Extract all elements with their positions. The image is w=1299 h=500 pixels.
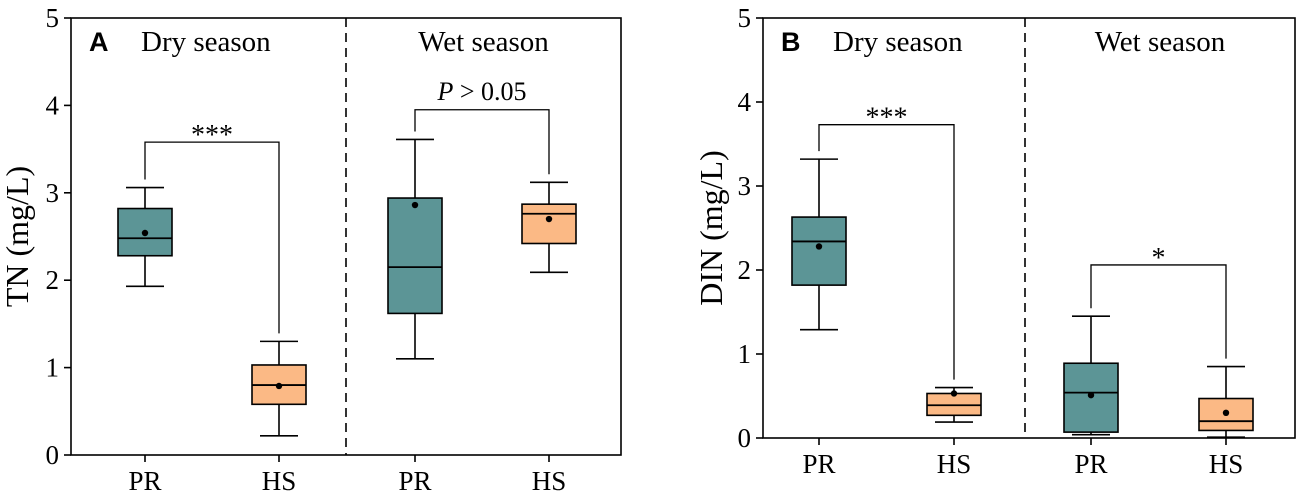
significance-p-symbol: P	[436, 77, 453, 106]
box-pr	[387, 138, 443, 360]
season-group: Dry season ***	[117, 26, 307, 437]
season-title: Wet season	[1095, 26, 1226, 58]
box-iqr	[387, 197, 443, 315]
y-tick-label: 0	[738, 423, 752, 453]
mean-point	[1087, 391, 1095, 399]
significance-bracket	[1090, 264, 1227, 359]
y-tick-label: 3	[46, 178, 60, 208]
mean-point	[275, 382, 283, 390]
significance-label: ***	[191, 120, 233, 151]
season-group: Wet season *	[1063, 26, 1254, 438]
mean-point	[1222, 409, 1230, 416]
panel-label: A	[89, 27, 109, 57]
x-tick-label: PR	[802, 449, 835, 479]
season-group: Wet season P > 0.05	[387, 26, 577, 360]
significance-bracket	[818, 124, 955, 380]
y-tick-label: 1	[46, 353, 60, 383]
season-title: Dry season	[833, 26, 963, 58]
season-title: Wet season	[418, 26, 549, 58]
x-tick-label: HS	[262, 466, 297, 496]
box-pr	[117, 186, 173, 288]
y-tick-label: 5	[738, 3, 752, 33]
x-tick-label: HS	[1209, 449, 1244, 479]
plot-frame	[762, 17, 1296, 439]
y-tick-label: 2	[738, 255, 752, 285]
significance-label: ***	[866, 103, 908, 134]
mean-point	[815, 243, 823, 250]
significance-bracket	[414, 109, 550, 175]
y-tick-label: 2	[46, 265, 60, 295]
mean-point	[545, 215, 553, 223]
significance-label: *	[1152, 243, 1166, 274]
y-tick-label: 3	[738, 171, 752, 201]
x-tick-label: HS	[937, 449, 972, 479]
y-tick-label: 4	[738, 87, 752, 117]
box-hs	[251, 340, 307, 437]
season-group: Dry season ***	[791, 26, 982, 423]
y-tick-label: 1	[738, 339, 752, 369]
x-tick-label: PR	[1074, 449, 1107, 479]
y-tick-label: 4	[46, 90, 60, 120]
y-axis-label: DIN (mg/L)	[693, 150, 729, 306]
panel-a: 0 1 2 3 4 5 TN (mg/L) A Dry season *** PR HS Wet sea…	[0, 3, 622, 496]
mean-point	[950, 390, 958, 397]
mean-point	[141, 229, 149, 237]
box-hs	[521, 181, 577, 274]
season-title: Dry season	[141, 26, 271, 58]
significance-bracket	[144, 141, 280, 334]
y-tick-label: 0	[46, 440, 60, 470]
box-iqr	[521, 203, 577, 245]
y-axis-label: TN (mg/L)	[0, 166, 35, 307]
x-tick-label: HS	[532, 466, 567, 496]
panel-b: 0 1 2 3 4 5 DIN (mg/L) B Dry season *** PR HS Wet se…	[693, 3, 1296, 479]
x-tick-label: PR	[398, 466, 431, 496]
box-pr	[791, 158, 847, 331]
mean-point	[411, 201, 419, 209]
box-hs	[1198, 365, 1254, 438]
x-tick-label: PR	[128, 466, 161, 496]
significance-p-value: > 0.05	[453, 77, 526, 106]
y-tick-label: 5	[46, 3, 60, 33]
box-pr	[1063, 315, 1119, 436]
box-hs	[926, 386, 982, 423]
box-iqr	[791, 216, 847, 286]
panel-label: B	[781, 27, 801, 57]
significance-label: P > 0.05	[436, 77, 526, 106]
